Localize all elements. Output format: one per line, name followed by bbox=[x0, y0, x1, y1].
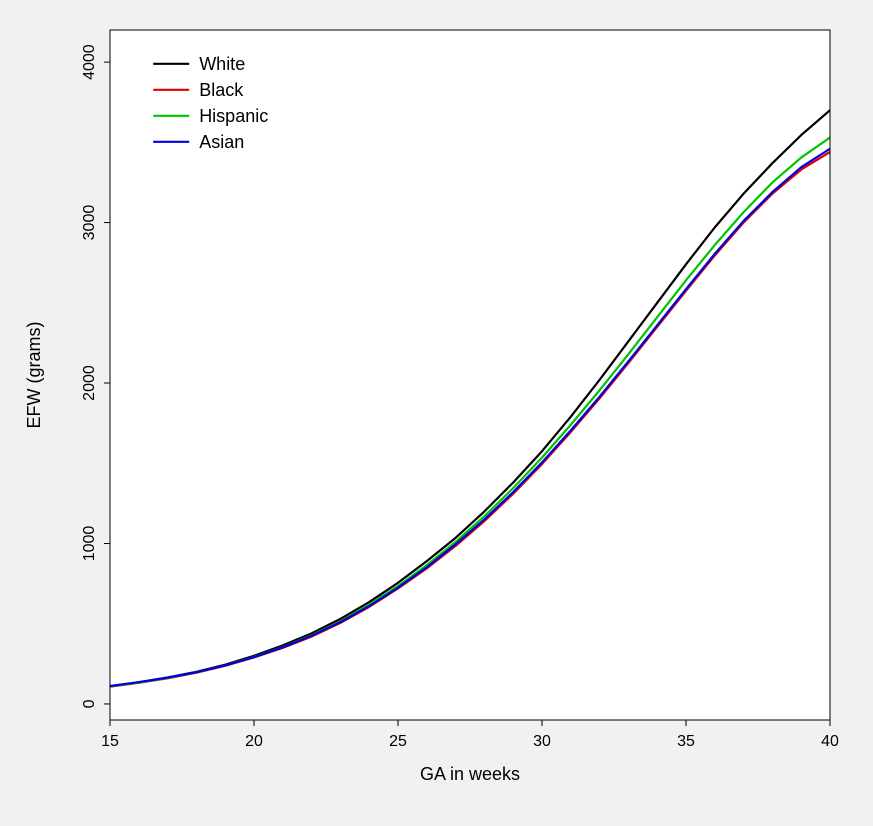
y-tick-label: 3000 bbox=[81, 205, 98, 241]
y-tick-label: 4000 bbox=[81, 44, 98, 80]
y-axis-title: EFW (grams) bbox=[24, 322, 44, 429]
y-tick-label: 0 bbox=[81, 699, 98, 708]
x-axis-title: GA in weeks bbox=[420, 764, 520, 784]
x-tick-label: 30 bbox=[533, 733, 551, 750]
legend-label: Asian bbox=[199, 132, 244, 152]
x-tick-label: 35 bbox=[677, 733, 695, 750]
line-chart: 15 20 25 30 35 40 GA in weeks 0 1000 2000 3000 4000… bbox=[0, 0, 873, 826]
x-tick-label: 20 bbox=[245, 733, 263, 750]
legend-label: Black bbox=[199, 80, 244, 100]
x-tick-label: 40 bbox=[821, 733, 839, 750]
y-tick-label: 2000 bbox=[81, 365, 98, 401]
legend-label: Hispanic bbox=[199, 106, 268, 126]
y-tick-label: 1000 bbox=[81, 526, 98, 562]
chart-container: { "chart": { "type": "line", "width": 87… bbox=[0, 0, 873, 826]
legend-label: White bbox=[199, 54, 245, 74]
x-tick-label: 15 bbox=[101, 733, 119, 750]
x-tick-label: 25 bbox=[389, 733, 407, 750]
